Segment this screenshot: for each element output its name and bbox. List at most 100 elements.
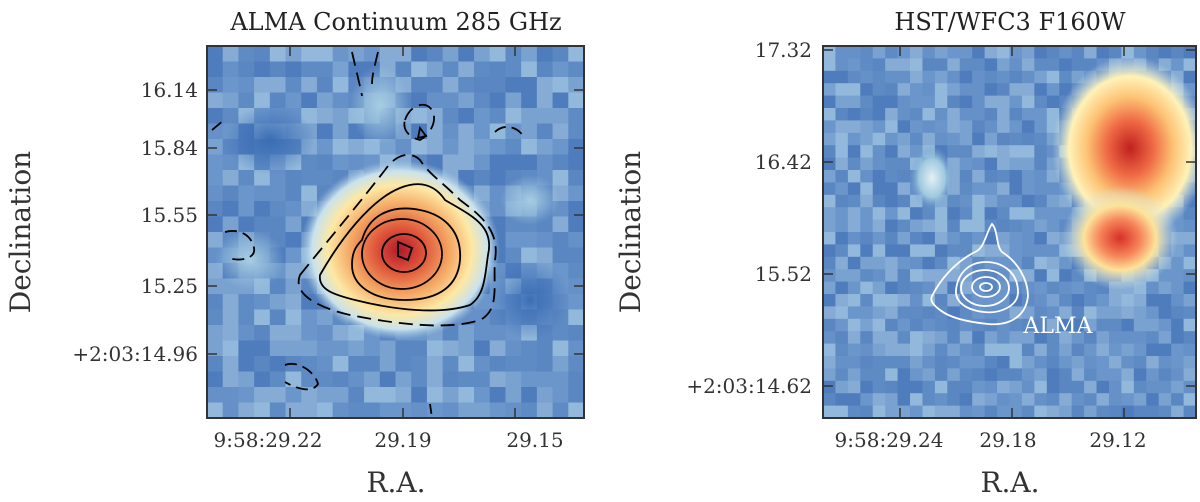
image-pixel xyxy=(395,371,412,388)
image-pixel xyxy=(238,61,255,78)
image-pixel xyxy=(301,371,318,388)
image-pixel xyxy=(1046,294,1060,307)
image-pixel xyxy=(885,256,899,270)
image-pixel xyxy=(1034,256,1048,270)
image-pixel xyxy=(1108,318,1122,332)
image-pixel xyxy=(1021,318,1035,332)
image-pixel xyxy=(285,294,302,311)
image-pixel xyxy=(959,46,973,59)
image-pixel xyxy=(1034,244,1048,258)
image-pixel xyxy=(332,402,349,418)
image-pixel xyxy=(872,256,886,270)
image-pixel xyxy=(285,61,302,78)
hst-ytick: 15.52 xyxy=(755,262,812,286)
image-pixel xyxy=(1021,182,1035,196)
image-pixel xyxy=(897,318,911,332)
image-pixel xyxy=(1158,294,1172,307)
image-pixel xyxy=(1009,219,1023,233)
image-pixel xyxy=(568,108,584,125)
image-pixel xyxy=(1046,380,1060,394)
image-pixel xyxy=(860,207,874,221)
image-pixel xyxy=(1158,318,1172,332)
image-pixel xyxy=(395,356,412,373)
image-pixel xyxy=(238,309,255,326)
alma-ytick: 15.55 xyxy=(141,203,198,227)
image-pixel xyxy=(897,380,911,394)
image-pixel xyxy=(1046,46,1060,59)
image-pixel xyxy=(1046,256,1060,270)
image-pixel xyxy=(442,92,459,109)
image-pixel xyxy=(847,356,861,369)
image-pixel xyxy=(947,244,961,258)
image-pixel xyxy=(285,402,302,418)
image-pixel xyxy=(910,405,924,418)
image-pixel xyxy=(997,182,1011,196)
image-pixel xyxy=(536,402,554,418)
image-pixel xyxy=(238,402,255,418)
image-pixel xyxy=(1108,306,1122,320)
image-pixel xyxy=(835,281,849,295)
image-pixel xyxy=(897,170,911,183)
image-pixel xyxy=(552,77,569,94)
image-pixel xyxy=(1171,380,1185,394)
image-pixel xyxy=(972,70,986,84)
image-pixel xyxy=(254,61,271,78)
image-pixel xyxy=(1071,318,1085,332)
image-pixel xyxy=(426,387,444,404)
image-pixel xyxy=(872,58,886,72)
image-pixel xyxy=(885,132,899,146)
image-pixel xyxy=(823,269,837,283)
image-pixel xyxy=(269,77,287,94)
image-pixel xyxy=(897,356,911,369)
image-pixel xyxy=(984,145,998,159)
image-pixel xyxy=(1021,157,1035,171)
image-pixel xyxy=(238,356,255,373)
image-pixel xyxy=(1121,356,1135,369)
image-pixel xyxy=(1084,380,1098,394)
image-pixel xyxy=(505,340,522,357)
image-pixel xyxy=(1059,70,1073,84)
image-pixel xyxy=(872,194,886,208)
image-pixel xyxy=(442,139,459,156)
image-pixel xyxy=(847,306,861,320)
image-pixel xyxy=(1059,393,1073,407)
image-pixel xyxy=(1146,343,1160,357)
image-pixel xyxy=(947,207,961,221)
image-pixel xyxy=(872,306,886,320)
image-pixel xyxy=(997,108,1011,121)
image-pixel xyxy=(885,95,899,109)
image-pixel xyxy=(959,331,973,345)
image-pixel xyxy=(269,371,287,388)
image-pixel xyxy=(823,294,837,307)
image-pixel xyxy=(959,219,973,233)
image-pixel xyxy=(847,380,861,394)
image-pixel xyxy=(568,77,584,94)
image-pixel xyxy=(910,356,924,369)
image-pixel xyxy=(411,402,428,418)
image-pixel xyxy=(1183,244,1196,258)
image-pixel xyxy=(1009,58,1023,72)
image-pixel xyxy=(536,77,554,94)
image-pixel xyxy=(411,139,428,156)
image-pixel xyxy=(972,331,986,345)
alma-ticks xyxy=(207,46,584,418)
image-pixel xyxy=(997,256,1011,270)
image-pixel xyxy=(285,77,302,94)
image-pixel xyxy=(348,154,365,171)
image-pixel xyxy=(285,92,302,109)
image-pixel xyxy=(332,139,349,156)
image-pixel xyxy=(1021,232,1035,245)
image-pixel xyxy=(568,294,584,311)
image-pixel xyxy=(1059,405,1073,418)
image-pixel xyxy=(897,120,911,134)
image-pixel xyxy=(1021,405,1035,418)
image-pixel xyxy=(568,92,584,109)
image-pixel xyxy=(442,77,459,94)
image-pixel xyxy=(1158,405,1172,418)
image-pixel xyxy=(489,371,507,388)
image-pixel xyxy=(505,247,522,264)
image-pixel xyxy=(847,244,861,258)
image-pixel xyxy=(947,58,961,72)
image-pixel xyxy=(860,95,874,109)
image-pixel xyxy=(959,70,973,84)
